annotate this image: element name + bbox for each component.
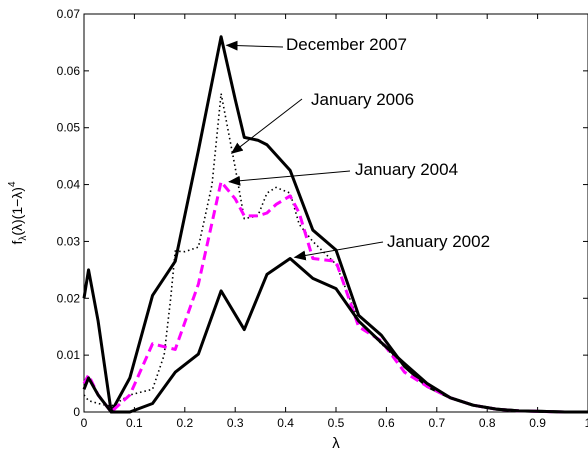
annotation-label-january-2004: January 2004 — [355, 160, 458, 179]
x-tick-label: 0.7 — [428, 416, 445, 430]
annotation-arrow-january-2004 — [228, 170, 351, 186]
x-tick-label: 0.9 — [529, 416, 546, 430]
plot-frame — [83, 13, 588, 413]
series-layer — [82, 35, 588, 414]
y-axis-ticks: 0 0.01 0.02 0.03 0.04 0.05 0.06 0.07 — [57, 7, 588, 419]
annotation-label-january-2006: January 2006 — [311, 90, 414, 109]
x-axis-ticks: 0 0.1 0.2 0.3 0.4 0.5 0.6 0.7 0.8 0.9 1 — [81, 14, 588, 430]
x-tick-label: 0.4 — [277, 416, 294, 430]
annotation-label-december-2007: December 2007 — [286, 35, 407, 54]
x-tick-label: 0 — [81, 416, 88, 430]
series-line-january-2002 — [82, 256, 588, 414]
x-tick-label: 0.5 — [328, 416, 345, 430]
x-tick-label: 0.2 — [176, 416, 193, 430]
annotation-layer: December 2007 January 2006 January 2004 Jan… — [225, 35, 490, 261]
annotation-label-january-2002: January 2002 — [387, 232, 490, 251]
annotation-arrow-january-2006 — [230, 98, 303, 154]
y-tick-label: 0.06 — [57, 64, 81, 78]
y-tick-label: 0.03 — [57, 234, 81, 248]
y-tick-label: 0.04 — [57, 178, 81, 192]
x-tick-label: 0.6 — [378, 416, 395, 430]
y-tick-label: 0.07 — [57, 7, 81, 21]
y-axis-label: fλ(λ)(1−λ)4 — [7, 181, 29, 245]
y-axis-label-subscript: λ — [18, 236, 29, 241]
y-tick-label: 0 — [73, 405, 80, 419]
y-tick-label: 0.05 — [57, 121, 81, 135]
y-tick-label: 0.02 — [57, 291, 81, 305]
y-tick-label: 0.01 — [57, 348, 81, 362]
x-tick-label: 0.1 — [126, 416, 143, 430]
annotation-arrow-january-2002 — [293, 241, 384, 261]
y-axis-label-rest: (λ)(1−λ) — [9, 187, 25, 236]
x-tick-label: 0.8 — [479, 416, 496, 430]
y-axis-label-main: f — [9, 241, 25, 245]
x-tick-label: 0.3 — [227, 416, 244, 430]
y-axis-label-superscript: 4 — [7, 181, 18, 187]
x-tick-label: 1 — [585, 416, 588, 430]
x-axis-label: λ — [332, 435, 340, 451]
annotation-arrow-december-2007 — [225, 40, 284, 51]
